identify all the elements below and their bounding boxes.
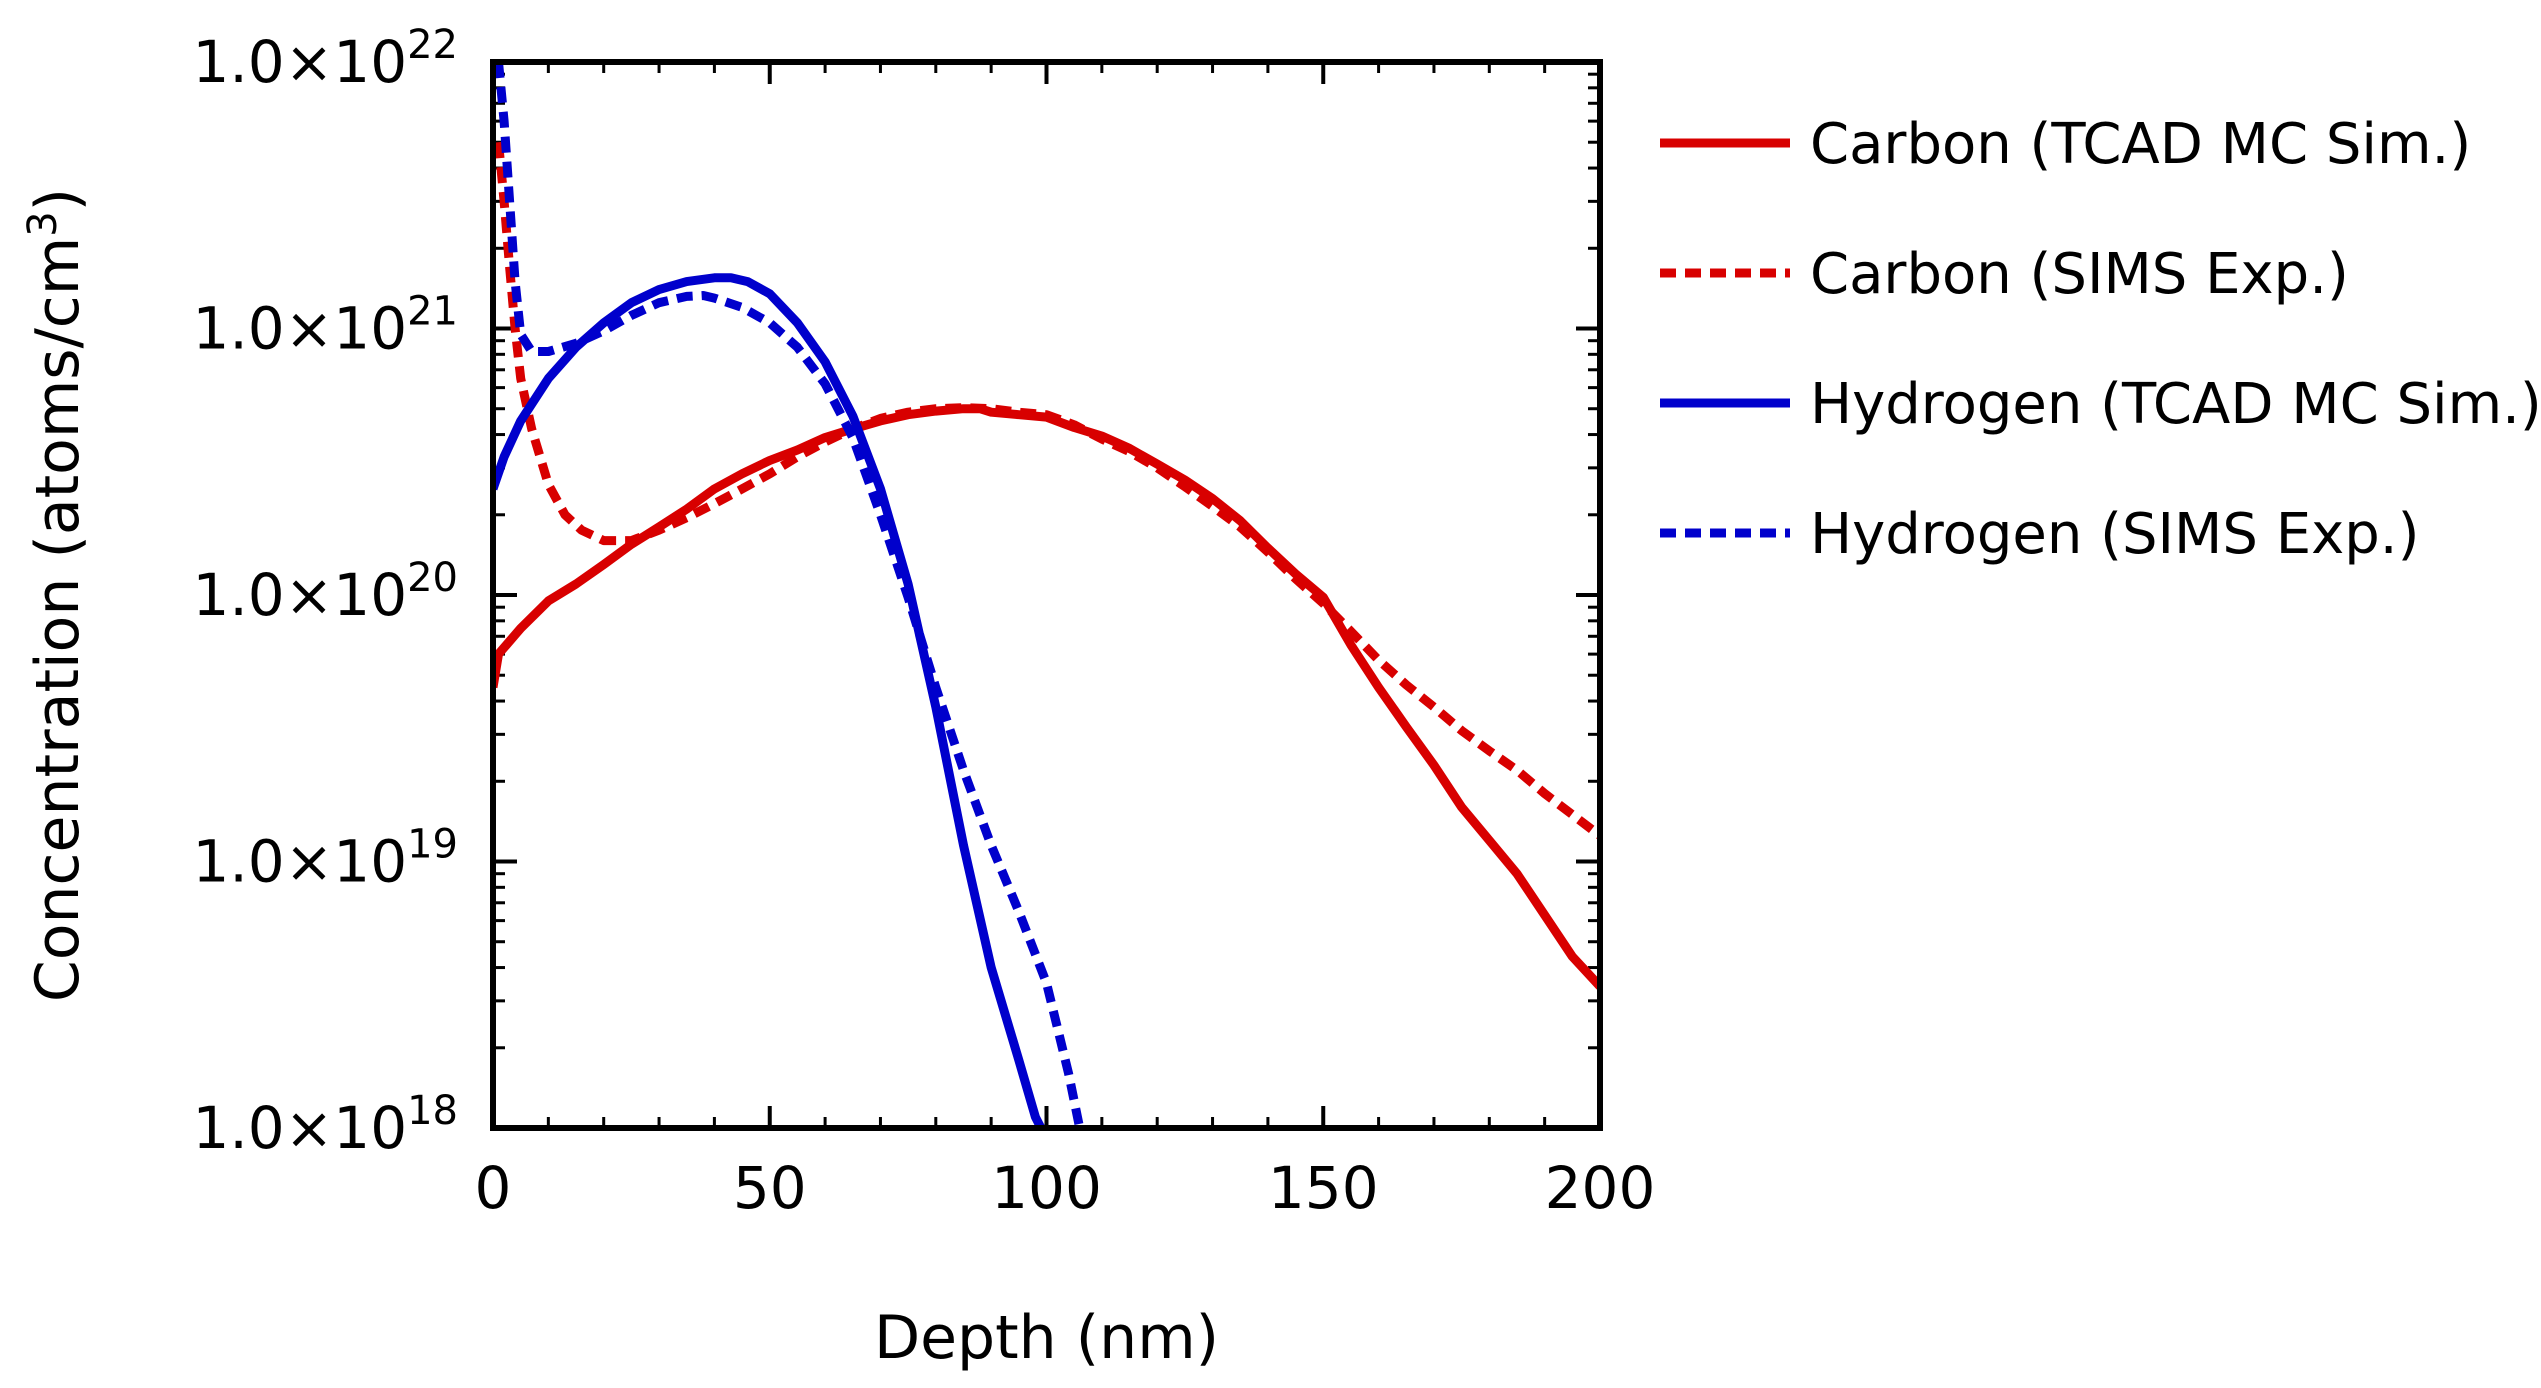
legend-label: Carbon (SIMS Exp.) bbox=[1810, 242, 2349, 307]
y-tick-labels: 1.0×1018 1.0×1019 1.0×1020 1.0×1021 1.0×1022 bbox=[192, 22, 458, 1162]
y-axis-label-close: ) bbox=[23, 188, 93, 211]
x-axis-label: Depth (nm) bbox=[874, 1303, 1219, 1373]
series-line bbox=[494, 62, 1085, 1128]
x-tick-label: 0 bbox=[475, 1154, 512, 1222]
x-tick-label: 50 bbox=[733, 1154, 807, 1222]
plot-frame bbox=[490, 59, 1603, 1131]
legend-label: Hydrogen (SIMS Exp.) bbox=[1810, 502, 2419, 567]
series-line bbox=[494, 141, 1600, 840]
y-tick-label: 1.0×1021 bbox=[192, 289, 458, 363]
axis-ticks bbox=[491, 60, 1602, 1130]
legend-label: Hydrogen (TCAD MC Sim.) bbox=[1810, 372, 2541, 437]
x-tick-labels: 0 50 100 150 200 bbox=[475, 1154, 1656, 1222]
series-line bbox=[493, 273, 1046, 1128]
y-tick-label: 1.0×1022 bbox=[192, 22, 458, 96]
y-axis-label-superscript: 3 bbox=[20, 211, 66, 236]
x-tick-label: 200 bbox=[1545, 1154, 1656, 1222]
y-axis-label-main: Concentration (atoms/cm bbox=[23, 237, 93, 1002]
legend: Carbon (TCAD MC Sim.) Carbon (SIMS Exp.) H… bbox=[1660, 112, 2541, 567]
y-tick-label: 1.0×1018 bbox=[192, 1088, 458, 1162]
y-tick-label: 1.0×1019 bbox=[192, 822, 458, 896]
series-line bbox=[493, 404, 1600, 990]
x-tick-label: 150 bbox=[1268, 1154, 1379, 1222]
y-axis-label: Concentration (atoms/cm3) bbox=[20, 188, 93, 1002]
x-tick-label: 100 bbox=[991, 1154, 1102, 1222]
y-tick-label: 1.0×1020 bbox=[192, 555, 458, 629]
data-series bbox=[493, 62, 1600, 1128]
legend-label: Carbon (TCAD MC Sim.) bbox=[1810, 112, 2471, 177]
